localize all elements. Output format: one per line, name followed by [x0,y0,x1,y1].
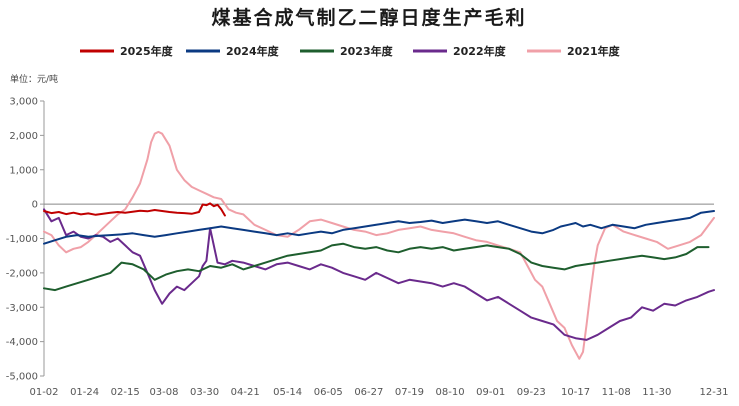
legend-item: 2022年度 [413,44,507,58]
legend-label: 2024年度 [226,44,280,58]
x-tick-label: 01-02 [29,387,58,398]
x-tick-label: 09-01 [476,387,505,398]
legend-label: 2021年度 [567,44,621,58]
legend-label: 2022年度 [453,44,507,58]
x-tick-label: 05-14 [273,387,302,398]
x-tick-label: 02-15 [111,387,140,398]
y-tick-label: -4,000 [6,337,38,348]
x-tick-label: 12-31 [699,387,728,398]
x-tick-label: 11-08 [602,387,631,398]
series-line [43,210,715,245]
x-tick-label: 09-23 [517,387,546,398]
x-tick-label: 06-05 [314,387,343,398]
unit-label: 单位：元/吨 [10,73,58,85]
y-tick-label: -1,000 [6,234,38,245]
y-tick-label: -3,000 [6,303,38,314]
y-tick-label: 1,000 [9,165,38,176]
x-tick-label: 11-30 [642,387,671,398]
legend-item: 2021年度 [527,44,621,58]
x-tick-label: 01-24 [70,387,99,398]
x-tick-label: 08-10 [436,387,465,398]
x-tick-label: 10-17 [561,387,590,398]
series-line [43,130,715,360]
y-tick-label: -2,000 [6,268,38,279]
series-line [43,242,710,292]
legend: 2025年度 2024年度 2023年度 2022年度 2021年度 [80,44,621,58]
axes: 3,000 2,000 1,000 0 -1,000 -2,000 -3,000 -4,000… [6,97,729,399]
legend-label: 2025年度 [120,44,174,58]
legend-item: 2023年度 [300,44,394,58]
chart-title: 煤基合成气制乙二醇日度生产毛利 [211,6,526,29]
series-line [43,202,226,217]
x-tick-label: 03-30 [190,387,219,398]
legend-item: 2024年度 [186,44,280,58]
x-tick-label: 06-27 [354,387,383,398]
series-line [43,208,715,341]
legend-item: 2025年度 [80,44,174,58]
y-tick-label: 2,000 [9,131,38,142]
series-layer [43,130,715,360]
x-tick-label: 03-08 [149,387,178,398]
y-tick-label: -5,000 [6,372,38,383]
x-tick-label: 04-21 [231,387,260,398]
y-tick-label: 0 [32,200,38,211]
x-tick-label: 07-19 [395,387,424,398]
legend-label: 2023年度 [340,44,394,58]
y-tick-label: 3,000 [9,97,38,108]
